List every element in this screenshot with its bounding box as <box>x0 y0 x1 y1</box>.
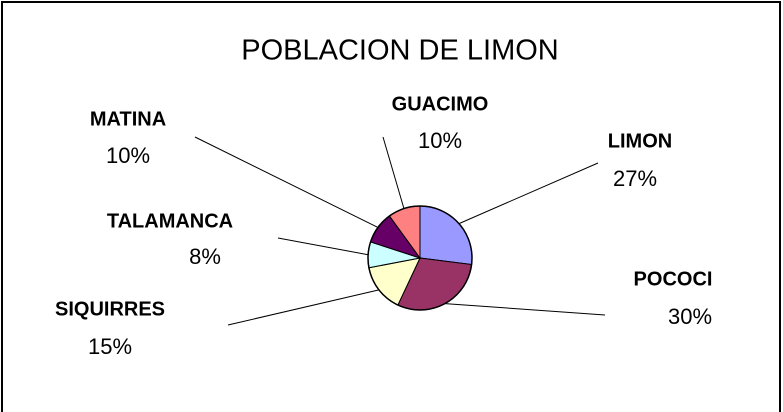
leader-line <box>194 136 379 228</box>
slice-label: LIMON <box>608 130 672 152</box>
leader-line <box>227 289 380 326</box>
slice-label: POCOCI <box>634 268 713 290</box>
leader-line <box>382 136 405 209</box>
leader-line <box>277 237 369 256</box>
slice-value-label: 30% <box>668 304 712 329</box>
leader-line <box>445 303 606 316</box>
slice-label: TALAMANCA <box>107 210 233 232</box>
slice-label: MATINA <box>90 108 166 130</box>
slice-value-label: 15% <box>88 334 132 359</box>
slice-value-label: 10% <box>106 143 150 168</box>
slice-label: GUACIMO <box>392 93 489 115</box>
slice-label: SIQUIRRES <box>55 298 165 320</box>
slice-value-label: 10% <box>418 128 462 153</box>
slice-value-label: 27% <box>613 166 657 191</box>
chart-title: POBLACION DE LIMON <box>241 35 558 67</box>
pie-outline <box>367 205 473 311</box>
slice-value-label: 8% <box>189 244 221 269</box>
leader-line <box>458 162 599 225</box>
